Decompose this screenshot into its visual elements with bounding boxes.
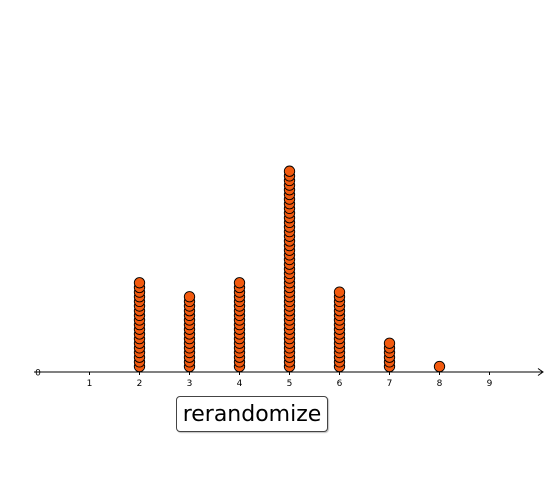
data-dot <box>233 277 246 289</box>
x-tick-label: 5 <box>287 379 293 389</box>
x-tick-label: 6 <box>337 379 343 389</box>
data-dot <box>183 291 196 303</box>
data-dot <box>133 277 146 289</box>
dot-column-2 <box>133 277 146 373</box>
data-dot <box>433 360 446 373</box>
x-tick-label: 3 <box>187 379 193 389</box>
x-tick-label: 4 <box>237 379 243 389</box>
x-tick-label: 7 <box>387 379 393 389</box>
x-tick-label: 2 <box>137 379 143 389</box>
data-dot <box>283 165 296 177</box>
x-tick-label: 8 <box>437 379 443 389</box>
dot-column-4 <box>233 277 246 373</box>
dot-column-8 <box>433 360 446 373</box>
dot-column-7 <box>383 337 396 373</box>
dot-column-5 <box>283 165 296 373</box>
dot-column-3 <box>183 291 196 373</box>
dot-columns <box>133 165 446 373</box>
x-tick-label: 9 <box>487 379 493 389</box>
x-axis: 0 1 2 3 4 5 6 7 8 9 <box>34 368 544 389</box>
origin-label: 0 <box>35 369 41 379</box>
rerandomize-button[interactable]: rerandomize <box>176 396 328 432</box>
data-dot <box>383 337 396 349</box>
data-dot <box>333 286 346 298</box>
x-tick-label: 1 <box>87 379 93 389</box>
x-axis-arrow <box>537 368 544 376</box>
dot-column-6 <box>333 286 346 373</box>
